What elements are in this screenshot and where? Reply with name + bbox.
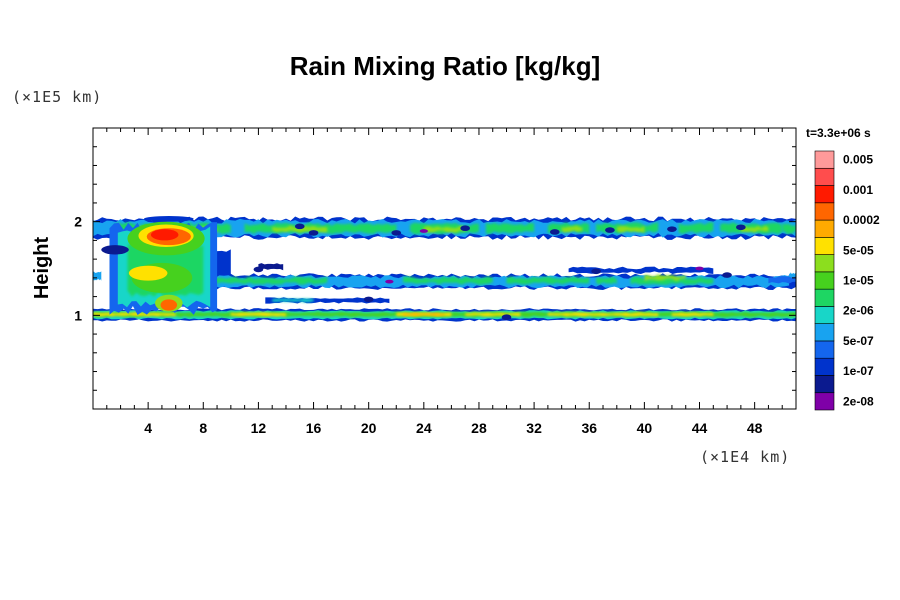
- middle-layer-core: [203, 276, 328, 285]
- x-unit-label: (×1E4 km): [700, 448, 790, 466]
- speck: [253, 266, 264, 273]
- colorbar-swatch: [814, 392, 835, 411]
- colorbar-swatch: [814, 167, 835, 186]
- colorbar-title: t=3.3e+06 s: [806, 126, 871, 140]
- colorbar-swatch: [814, 288, 835, 307]
- colorbar-swatch: [814, 185, 835, 204]
- colorbar: 2e-08 1e-07 5e-07 2e-06 1e-05 5e-05 0.0002 0.00…: [814, 150, 880, 411]
- colorbar-swatch: [814, 340, 835, 359]
- y-axis: 12: [74, 146, 796, 391]
- lower-layer-peak: [671, 312, 714, 317]
- upper-layer-peak: [561, 225, 583, 233]
- lower-layer-upper-core: [272, 298, 314, 303]
- colorbar-label: 0.0002: [843, 213, 880, 227]
- colorbar-swatch: [814, 271, 835, 290]
- y-axis-label: Height: [31, 237, 53, 300]
- speck: [308, 230, 319, 236]
- speck: [385, 279, 394, 284]
- colorbar-swatch: [814, 237, 835, 255]
- upper-layer-core: [782, 223, 796, 235]
- x-tick-label: 4: [144, 420, 152, 436]
- speck: [363, 296, 374, 303]
- chart-title: Rain Mixing Ratio [kg/kg]: [290, 51, 601, 81]
- x-tick-label: 44: [692, 420, 708, 436]
- x-tick-label: 40: [637, 420, 653, 436]
- middle-layer-core: [506, 276, 590, 285]
- upper-layer-peak: [423, 225, 466, 233]
- lower-layer-peak: [93, 312, 176, 317]
- colorbar-label: 5e-07: [843, 334, 874, 348]
- speck: [667, 226, 677, 232]
- speck: [736, 224, 746, 231]
- speck: [722, 272, 732, 278]
- convective-base: [160, 299, 178, 311]
- convective-core: [128, 265, 168, 281]
- x-tick-label: 28: [471, 420, 487, 436]
- colorbar-swatch: [814, 375, 835, 394]
- y-tick-label: 2: [74, 214, 82, 230]
- convective-core: [150, 229, 179, 241]
- colorbar-label: 5e-05: [843, 243, 874, 257]
- colorbar-swatch: [814, 219, 835, 238]
- lower-layer-peak: [230, 312, 286, 317]
- middle-layer-left-edge: [93, 271, 102, 281]
- lower-layer-peak: [403, 313, 445, 316]
- speck: [419, 229, 428, 233]
- x-tick-label: 8: [199, 420, 207, 436]
- colorbar-label: 0.001: [843, 183, 873, 197]
- x-tick-label: 24: [416, 420, 432, 436]
- upper-layer-core: [485, 222, 535, 234]
- speck: [294, 223, 305, 230]
- speck: [391, 230, 402, 236]
- colorbar-label: 1e-07: [843, 364, 874, 378]
- x-tick-label: 12: [251, 420, 267, 436]
- x-tick-label: 32: [526, 420, 542, 436]
- convective-top: [144, 216, 194, 222]
- middle-layer-core: [596, 277, 617, 285]
- middle-layer-peak: [644, 274, 686, 282]
- colorbar-swatch: [814, 202, 835, 221]
- colorbar-swatch: [814, 357, 835, 376]
- convective-edge: [101, 245, 129, 255]
- speck: [605, 227, 615, 233]
- speck: [460, 225, 471, 232]
- x-tick-label: 48: [747, 420, 763, 436]
- heatmap-field: [93, 216, 796, 322]
- colorbar-label: 2e-06: [843, 304, 874, 318]
- upper-layer-peak: [616, 225, 645, 233]
- colorbar-label: 1e-05: [843, 274, 874, 288]
- speck: [501, 314, 512, 321]
- colorbar-label: 0.005: [843, 153, 873, 167]
- lower-layer-peak: [547, 312, 659, 317]
- colorbar-swatch: [814, 254, 835, 273]
- middle-layer-core: [403, 276, 493, 285]
- speck: [549, 229, 560, 235]
- colorbar-swatch: [814, 323, 835, 342]
- y-tick-label: 1: [74, 307, 82, 323]
- speck: [695, 266, 704, 271]
- x-tick-label: 36: [581, 420, 597, 436]
- x-tick-label: 16: [306, 420, 322, 436]
- colorbar-label: 2e-08: [843, 394, 874, 408]
- x-tick-label: 20: [361, 420, 377, 436]
- middle-layer-speck: [258, 263, 284, 271]
- upper-layer-core: [678, 222, 714, 234]
- plot-frame: [92, 127, 797, 410]
- upper-layer-peak: [740, 225, 769, 233]
- colorbar-swatch: [814, 150, 835, 169]
- y-unit-label: (×1E5 km): [12, 88, 102, 106]
- middle-layer-right-edge: [768, 276, 796, 284]
- speck: [591, 268, 601, 275]
- x-axis: 4 8 12 16 20 24 28 32 36 40 44 48: [106, 128, 783, 436]
- middle-layer-upper-edge: [568, 266, 714, 274]
- colorbar-swatch: [814, 306, 835, 324]
